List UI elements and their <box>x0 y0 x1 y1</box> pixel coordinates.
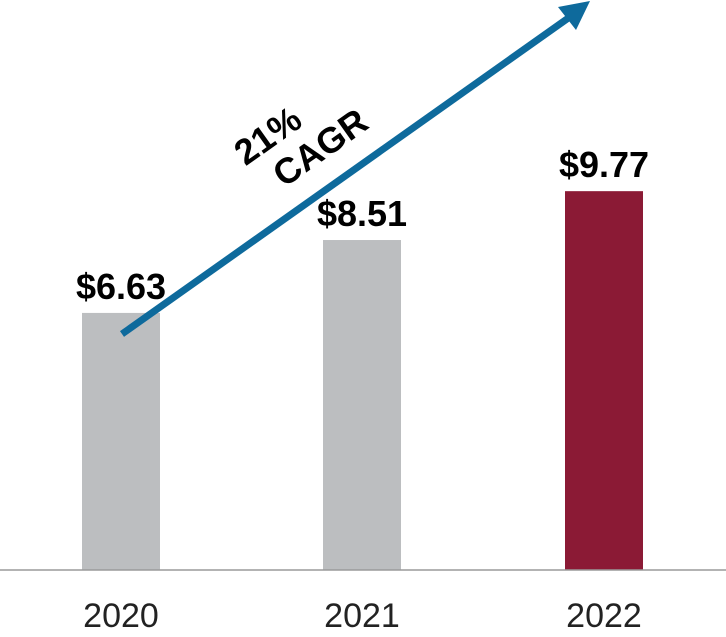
bar-2021 <box>323 240 401 571</box>
x-tick-label-2021: 2021 <box>324 597 400 635</box>
cagr-arrowhead-icon <box>558 1 590 30</box>
value-labels-group: $6.63 $8.51 $9.77 <box>76 144 649 307</box>
bars-group <box>82 191 643 571</box>
value-label-2020: $6.63 <box>76 266 166 307</box>
value-label-2022: $9.77 <box>559 144 649 185</box>
value-label-2021: $8.51 <box>317 193 407 234</box>
cagr-arrow <box>119 1 590 337</box>
bar-2022 <box>565 191 643 570</box>
x-tick-label-2020: 2020 <box>83 597 159 635</box>
x-tick-label-2022: 2022 <box>566 597 642 635</box>
cagr-arrow-shaft <box>119 11 577 337</box>
cagr-annotation: 21% CAGR <box>226 98 375 195</box>
x-tick-labels-group: 2020 2021 2022 <box>83 597 642 635</box>
bar-2020 <box>82 312 160 570</box>
